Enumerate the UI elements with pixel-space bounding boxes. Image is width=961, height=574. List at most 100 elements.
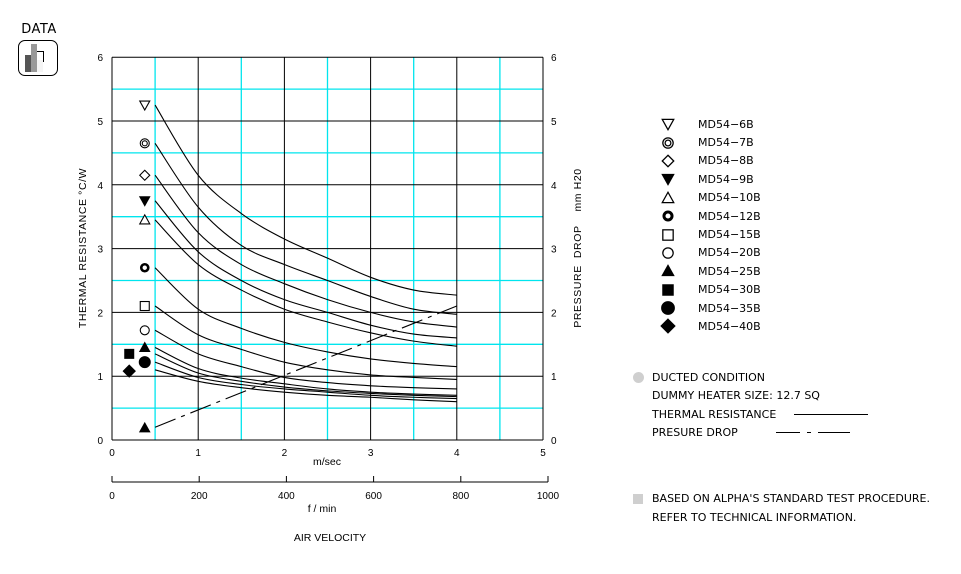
svg-text:6: 6 [97,53,103,64]
svg-text:0: 0 [109,448,115,459]
condition-bullet-icon [633,371,644,383]
condition-text: DUCTED CONDITION [652,370,765,384]
svg-text:1000: 1000 [537,491,560,502]
legend-label: MD54−30B [698,283,761,297]
chart-axes: 0 01 12 23 34 45 56 60 1 2 3 4 50 200 400 600 800 1000 [97,53,559,502]
legend-item: MD54−10B [660,189,761,207]
legend-circle-filled-icon [661,301,675,315]
curve-md54-20b [154,329,457,390]
data-badge: DATA [18,22,60,76]
curve-md54-8b [154,174,457,328]
svg-text:4: 4 [551,181,557,192]
footnote: BASED ON ALPHA'S STANDARD TEST PROCEDURE… [633,489,930,527]
svg-text:5: 5 [540,448,546,459]
curve-md54-10b [154,219,457,347]
dash-line-icon [775,432,850,434]
footnote-line-1: BASED ON ALPHA'S STANDARD TEST PROCEDURE… [652,492,930,505]
curve-md54-15b [154,305,457,380]
svg-text:0: 0 [109,491,115,502]
legend-triangle-down-filled-icon [661,174,675,187]
heater-size-text: DUMMY HEATER SIZE: 12.7 SQ [652,389,820,403]
legend-double-circle-icon [662,136,674,149]
svg-text:3: 3 [97,245,103,256]
legend-item: MD54−7B [660,133,761,151]
marker-md54-10b-icon [138,213,151,225]
svg-text:5: 5 [551,117,557,128]
legend-label: MD54−40B [698,319,761,333]
legend-item: MD54−35B [660,299,761,317]
x-axis-unit-ms: m/sec [313,456,341,468]
legend-thick-ring-icon [662,210,674,222]
bar-chart-icon [18,40,58,76]
marker-md54-25b-icon [138,341,151,352]
x-axis-unit-fmin: f / min [308,503,337,515]
marker-md54-35b-icon [138,356,151,369]
svg-text:5: 5 [97,117,103,128]
chart-curves [154,104,458,428]
legend-item: MD54−8B [660,152,761,170]
svg-text:6: 6 [551,53,557,64]
legend-item: MD54−25B [660,262,761,280]
svg-text:2: 2 [551,308,557,319]
svg-text:2: 2 [282,448,288,459]
legend-triangle-up-open-icon [661,190,675,203]
curve-md54-30b [154,353,457,398]
legend-label: MD54−20B [698,246,761,260]
legend-label: MD54−6B [698,117,754,131]
marker-md54-40b-icon [122,364,136,378]
curve-md54-6b [154,104,457,296]
marker-md54-6b-icon [138,100,151,112]
svg-text:400: 400 [278,491,295,502]
legend-label: MD54−35B [698,301,761,315]
legend-label: MD54−12B [698,209,761,223]
curve-md54-7b [154,143,457,315]
marker-md54-30b-icon [124,348,135,359]
curve-md54-40b [154,369,457,403]
legend-item: MD54−6B [660,115,761,133]
svg-text:1: 1 [195,448,201,459]
svg-text:4: 4 [97,181,103,192]
legend-item: MD54−30B [660,281,761,299]
chart-markers [122,100,151,433]
legend-label: MD54−25B [698,264,761,278]
legend-item: MD54−9B [660,170,761,188]
legend-label: MD54−8B [698,154,754,168]
svg-text:200: 200 [191,491,208,502]
legend-diamond-open-icon [661,154,675,168]
legend-triangle-down-open-icon [661,118,675,132]
legend-diamond-filled-icon [660,318,676,335]
curve-md54-25b [154,346,457,396]
legend-circle-open-icon [662,247,674,259]
marker-md54-9b-icon [138,196,151,207]
test-conditions: DUCTED CONDITION DUMMY HEATER SIZE: 12.7… [633,368,869,442]
legend-item: MD54−12B [660,207,761,225]
solid-line-icon [794,413,869,415]
marker-md54-7b-icon [139,138,150,149]
chart-grid [111,56,544,441]
footnote-bullet-icon [633,493,643,504]
curve-md54-12b [154,267,457,368]
svg-text:0: 0 [97,436,103,447]
svg-text:0: 0 [551,436,557,447]
x-axis-title: AIR VELOCITY [294,532,366,544]
chart-legend: MD54−6B MD54−7B MD54−8B MD54−9B MD54−10B MD54… [660,115,761,336]
thermal-legend-label: THERMAL RESISTANCE [652,407,777,421]
legend-item: MD54−40B [660,317,761,335]
marker-md54-20b-icon [139,325,150,336]
legend-label: MD54−7B [698,136,754,150]
legend-label: MD54−10B [698,191,761,205]
footnote-line-2: REFER TO TECHNICAL INFORMATION. [652,511,857,524]
legend-item: MD54−15B [660,225,761,243]
legend-label: MD54−15B [698,228,761,242]
svg-text:3: 3 [368,448,374,459]
svg-text:4: 4 [454,448,460,459]
marker-pressure-drop-icon [138,421,151,433]
pressure-legend-label: PRESURE DROP [652,426,738,440]
legend-label: MD54−9B [698,172,754,186]
svg-text:3: 3 [551,245,557,256]
data-badge-label: DATA [21,22,57,37]
marker-md54-12b-icon [139,262,150,273]
svg-text:2: 2 [97,308,103,319]
svg-text:1: 1 [97,372,103,383]
